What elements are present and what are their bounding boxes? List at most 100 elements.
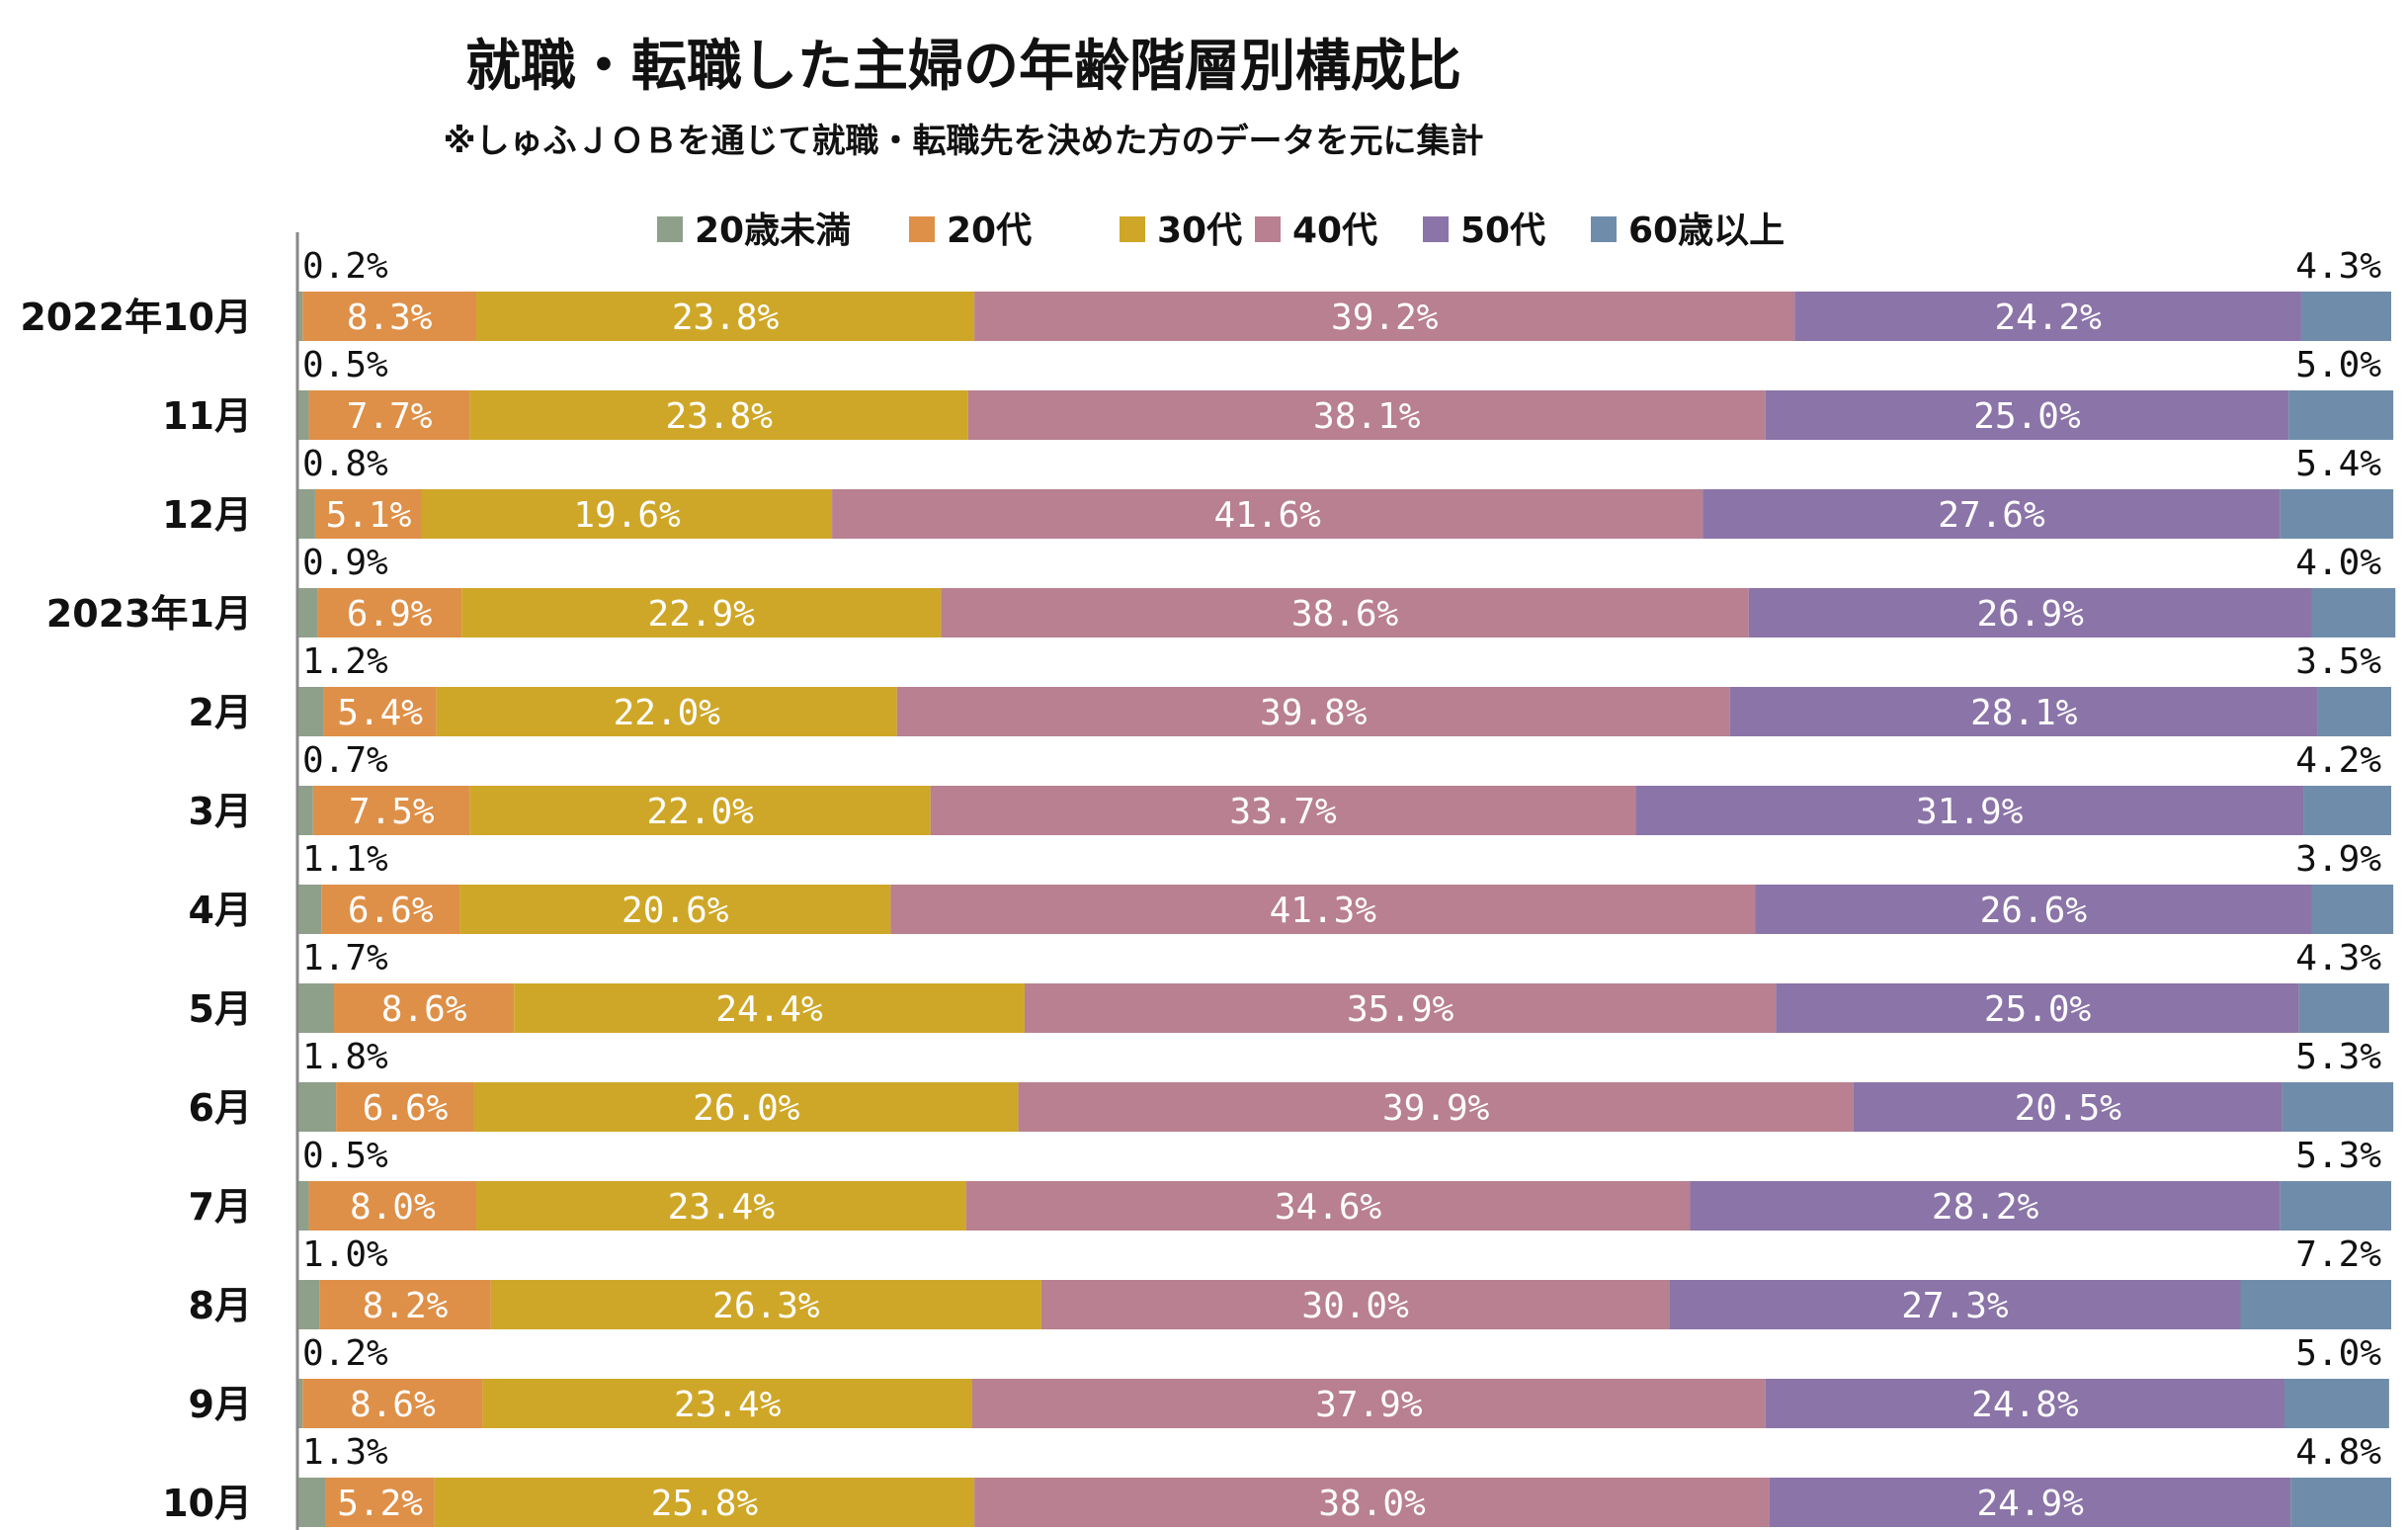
data-label: 5.0% — [2295, 345, 2381, 385]
bar-segment — [298, 786, 313, 835]
chart-title: 就職・転職した主婦の年齢階層別構成比 — [465, 35, 1461, 99]
data-label: 23.4% — [674, 1385, 782, 1425]
legend-label-5: 50代 — [1460, 211, 1545, 251]
data-label: 25.8% — [651, 1484, 759, 1524]
bar-segment — [298, 983, 335, 1033]
data-label: 38.1% — [1313, 396, 1421, 437]
data-label: 0.5% — [302, 345, 388, 385]
bar-segment — [1729, 687, 2318, 736]
bar-segment — [2288, 390, 2394, 440]
bar-segment — [436, 687, 897, 736]
bar-segment — [314, 489, 422, 539]
data-label: 24.8% — [1971, 1385, 2079, 1425]
data-label: 7.2% — [2295, 1234, 2381, 1275]
legend-label-2: 20代 — [947, 211, 1032, 251]
bar-segment — [1690, 1181, 2281, 1231]
bar-segment — [514, 983, 1025, 1033]
data-label: 27.3% — [1901, 1286, 2009, 1326]
data-label: 7.5% — [349, 792, 435, 832]
data-label: 1.7% — [302, 938, 388, 978]
data-label: 0.7% — [302, 740, 388, 781]
bar-segment — [298, 489, 315, 539]
data-label: 1.8% — [302, 1037, 388, 1077]
bar-segment — [334, 983, 515, 1033]
bar-segment — [298, 1379, 303, 1428]
bar-segment — [473, 1082, 1019, 1132]
bars — [298, 292, 2396, 1527]
legend: 20歳未満 20代 30代 40代 50代 60歳以上 — [657, 211, 1785, 251]
bar-segment — [896, 687, 1730, 736]
category-label: 7月 — [189, 1185, 252, 1229]
bar-segment — [2283, 1379, 2389, 1428]
data-label: 35.9% — [1347, 989, 1454, 1030]
bar-segment — [1702, 489, 2281, 539]
legend-swatch-3 — [1120, 216, 1145, 242]
data-label: 23.4% — [668, 1187, 776, 1228]
bar-segment — [482, 1379, 972, 1428]
legend-swatch-1 — [657, 216, 683, 242]
legend-label-1: 20歳未満 — [695, 211, 851, 251]
data-label: 8.2% — [363, 1286, 449, 1326]
bar-segment — [2303, 786, 2391, 835]
data-label: 4.0% — [2295, 543, 2381, 583]
data-label: 3.5% — [2295, 641, 2381, 682]
data-label: 24.4% — [715, 989, 823, 1030]
data-label: 5.0% — [2295, 1333, 2381, 1374]
data-label: 0.5% — [302, 1136, 388, 1176]
data-label: 1.0% — [302, 1234, 388, 1275]
data-label: 22.9% — [648, 594, 756, 635]
bar-segment — [298, 885, 322, 934]
category-labels: 2022年10月 11月 12月 2023年1月 2月 3月 4月 5月 6月 7月 8月 9月 10月 — [20, 296, 252, 1525]
bar-segment — [967, 390, 1766, 440]
data-label: 20.5% — [2015, 1088, 2122, 1129]
data-label: 34.6% — [1275, 1187, 1382, 1228]
bar-segment — [302, 292, 477, 341]
data-label: 8.0% — [350, 1187, 436, 1228]
bar-segment — [1635, 786, 2304, 835]
data-label: 1.2% — [302, 641, 388, 682]
bar-segment — [469, 390, 968, 440]
bar-segment — [298, 1181, 309, 1231]
category-label: 3月 — [189, 790, 252, 833]
bar-segment — [302, 1379, 483, 1428]
bar-segment — [2240, 1280, 2391, 1329]
bar-segment — [2280, 489, 2394, 539]
bar-segment — [298, 390, 309, 440]
data-label: 28.2% — [1932, 1187, 2039, 1228]
bar-segment — [971, 1379, 1766, 1428]
legend-label-4: 40代 — [1292, 211, 1377, 251]
data-label: 5.3% — [2295, 1136, 2381, 1176]
bar-segment — [421, 489, 833, 539]
bar-segment — [890, 885, 1756, 934]
bar-segment — [298, 1082, 337, 1132]
legend-label-3: 30代 — [1157, 211, 1242, 251]
data-label: 8.3% — [347, 298, 433, 338]
legend-swatch-2 — [909, 216, 935, 242]
bar-segment — [2311, 885, 2394, 934]
category-label: 2月 — [189, 691, 252, 734]
data-label: 1.1% — [302, 839, 388, 880]
bar-segment — [2290, 1478, 2391, 1527]
bar-segment — [1853, 1082, 2283, 1132]
data-label: 38.6% — [1291, 594, 1399, 635]
bar-segment — [1769, 1478, 2291, 1527]
category-label: 4月 — [189, 889, 252, 932]
bar-segment — [323, 687, 437, 736]
data-label: 22.0% — [646, 792, 754, 832]
bar-segment — [298, 1280, 320, 1329]
data-label: 28.1% — [1970, 693, 2078, 733]
bar-segment — [2282, 1082, 2394, 1132]
bar-segment — [2280, 1181, 2391, 1231]
bar-segment — [1669, 1280, 2241, 1329]
bar-segment — [1794, 292, 2301, 341]
data-label: 8.6% — [381, 989, 467, 1030]
category-label: 12月 — [162, 493, 252, 537]
data-label: 25.0% — [1973, 396, 2081, 437]
data-label: 31.9% — [1916, 792, 2024, 832]
bar-segment — [298, 687, 324, 736]
data-label: 30.0% — [1301, 1286, 1409, 1326]
data-label: 26.9% — [1976, 594, 2084, 635]
bar-segment — [2298, 983, 2389, 1033]
data-label: 26.0% — [693, 1088, 800, 1129]
legend-swatch-4 — [1255, 216, 1281, 242]
